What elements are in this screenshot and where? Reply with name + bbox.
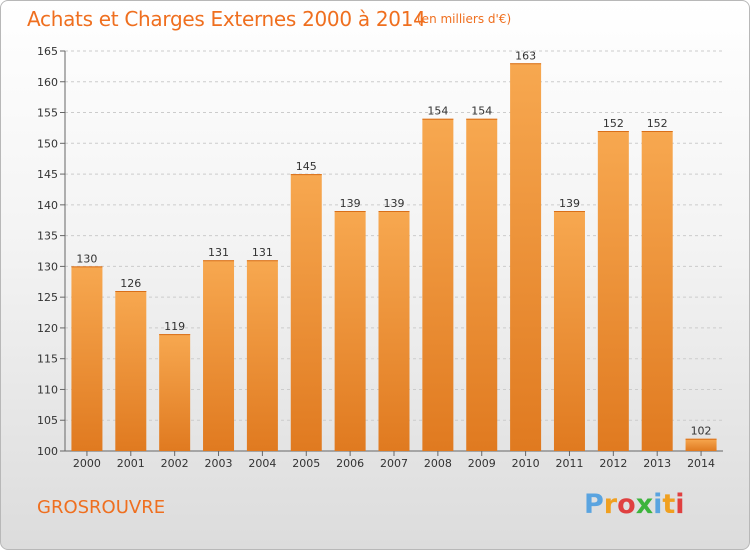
logo-letter: r — [603, 489, 618, 520]
town-name: GROSROUVRE — [37, 497, 166, 518]
logo-letter: i — [675, 489, 685, 520]
bar-value-label: 163 — [515, 49, 536, 62]
bar-value-label: 145 — [296, 160, 317, 173]
x-tick-label: 2001 — [117, 457, 145, 470]
bar — [290, 174, 322, 452]
logo-letter: i — [653, 489, 663, 520]
y-tick-label: 125 — [37, 291, 58, 304]
bar — [334, 211, 366, 451]
y-tick-label: 160 — [37, 76, 58, 89]
bar — [159, 334, 191, 451]
bar-value-label: 152 — [647, 117, 668, 130]
bar — [641, 131, 673, 451]
x-tick-label: 2012 — [599, 457, 627, 470]
y-tick-label: 155 — [37, 107, 58, 120]
bar-value-label: 139 — [340, 197, 361, 210]
x-tick-label: 2000 — [73, 457, 101, 470]
bar-value-label: 154 — [427, 105, 448, 118]
bar-value-label: 139 — [384, 197, 405, 210]
labels: 100 105 110 115 120 125 130 135 140 145 150 155 160 1… — [37, 45, 715, 470]
y-tick-label: 135 — [37, 230, 58, 243]
x-tick-label: 2003 — [205, 457, 233, 470]
y-tick-label: 105 — [37, 414, 58, 427]
x-tick-label: 2010 — [512, 457, 540, 470]
bar-value-label: 131 — [252, 246, 273, 259]
chart-title: Achats et Charges Externes 2000 à 2014 — [27, 7, 426, 31]
bar — [553, 211, 585, 451]
x-tick-label: 2008 — [424, 457, 452, 470]
bar-value-label: 154 — [471, 105, 492, 118]
bar — [203, 260, 235, 451]
logo-letter: o — [617, 489, 636, 520]
bar — [510, 63, 542, 452]
y-tick-label: 100 — [37, 445, 58, 458]
x-tick-label: 2005 — [292, 457, 320, 470]
bar — [115, 291, 147, 451]
bar — [246, 260, 278, 451]
x-tick-label: 2002 — [161, 457, 189, 470]
x-tick-label: 2013 — [643, 457, 671, 470]
bar-value-label: 139 — [559, 197, 580, 210]
bar-value-label: 130 — [76, 252, 97, 265]
bar — [597, 131, 629, 451]
logo-letter: x — [635, 489, 654, 520]
x-tick-label: 2007 — [380, 457, 408, 470]
y-tick-label: 165 — [37, 45, 58, 58]
y-tick-label: 115 — [37, 353, 58, 366]
bar-value-label: 126 — [120, 277, 141, 290]
bars — [71, 63, 717, 452]
bar — [466, 118, 498, 451]
x-tick-label: 2009 — [468, 457, 496, 470]
bar — [378, 211, 410, 451]
logo-letter: P — [584, 489, 604, 520]
x-tick-label: 2006 — [336, 457, 364, 470]
x-tick-label: 2014 — [687, 457, 715, 470]
bar — [685, 438, 717, 451]
x-tick-label: 2004 — [248, 457, 276, 470]
y-tick-label: 150 — [37, 137, 58, 150]
proxiti-logo[interactable]: Proxiti — [584, 489, 685, 520]
bar-value-label: 131 — [208, 246, 229, 259]
bar-value-label: 152 — [603, 117, 624, 130]
x-tick-label: 2011 — [555, 457, 583, 470]
bar — [422, 118, 454, 451]
y-tick-label: 120 — [37, 322, 58, 335]
logo-letter: t — [662, 489, 676, 520]
y-tick-label: 130 — [37, 260, 58, 273]
chart-subtitle: (en milliers d'€) — [417, 12, 512, 26]
y-tick-label: 145 — [37, 168, 58, 181]
bar — [71, 266, 103, 451]
bar-value-label: 119 — [164, 320, 185, 333]
y-tick-label: 140 — [37, 199, 58, 212]
y-tick-label: 110 — [37, 383, 58, 396]
bar-value-label: 102 — [691, 425, 712, 438]
